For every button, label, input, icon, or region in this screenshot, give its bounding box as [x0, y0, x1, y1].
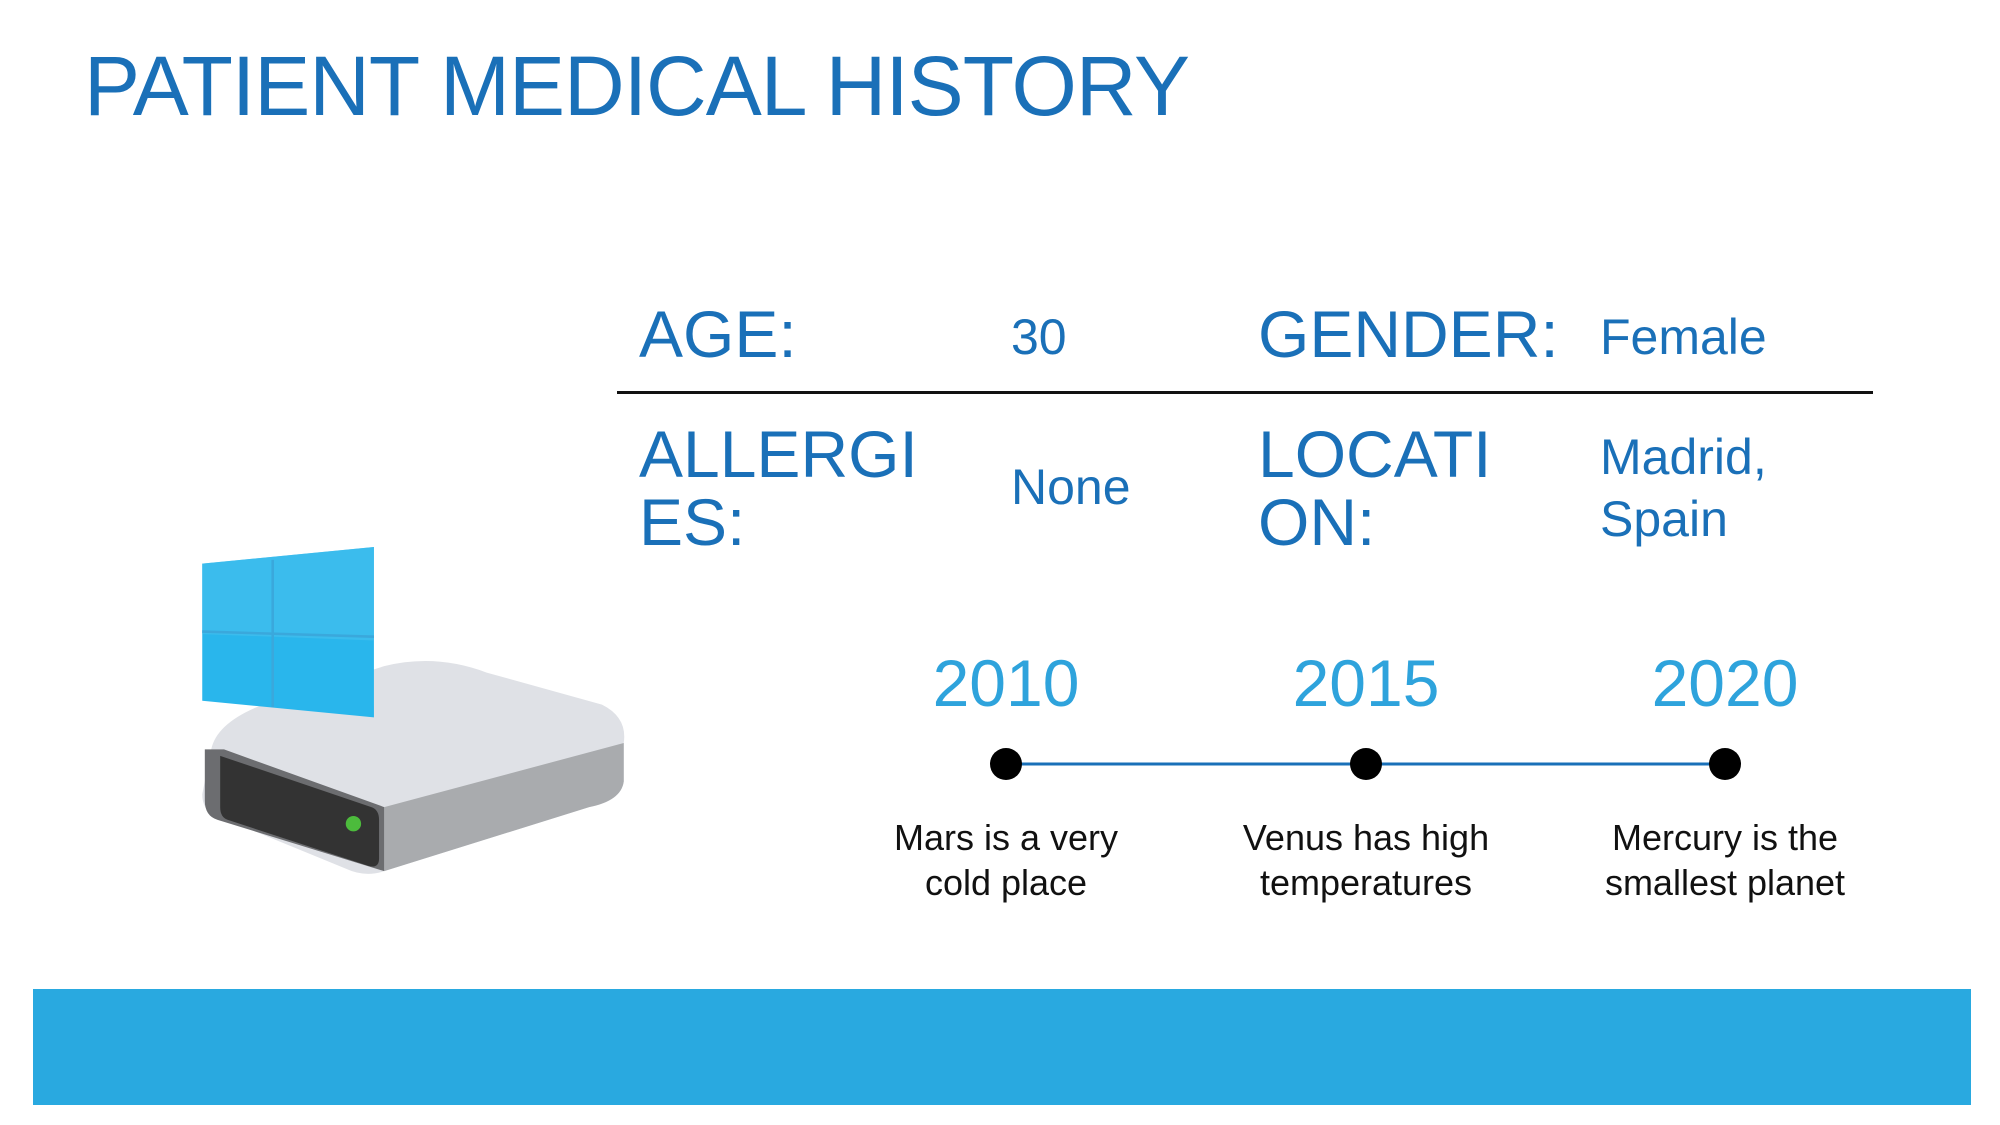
timeline-year: 2015: [1292, 646, 1440, 720]
timeline-dot: [990, 748, 1022, 780]
timeline-year: 2010: [932, 646, 1080, 720]
field-label: LOCATION:: [1258, 417, 1492, 559]
field-value: Female: [1600, 309, 1767, 365]
timeline-dot: [1709, 748, 1741, 780]
timeline-year: 2020: [1651, 646, 1799, 720]
timeline-text: Venus has high temperatures: [1242, 817, 1490, 903]
field-value: None: [1011, 459, 1131, 515]
field-value: 30: [1011, 309, 1067, 365]
title: PATIENT MEDICAL HISTORY: [84, 39, 1190, 133]
timeline-text: Mercury is the smallest planet: [1604, 817, 1846, 903]
field-value: Madrid, Spain: [1600, 429, 1767, 547]
field-label: GENDER:: [1258, 297, 1559, 371]
field-label: AGE:: [639, 297, 797, 371]
timeline-text: Mars is a very cold place: [893, 817, 1119, 903]
timeline-dot: [1350, 748, 1382, 780]
divider: [617, 391, 1873, 394]
footer-bar: [33, 989, 1971, 1105]
computer-icon: [202, 547, 625, 874]
field-label: ALLERGIES:: [639, 417, 918, 559]
